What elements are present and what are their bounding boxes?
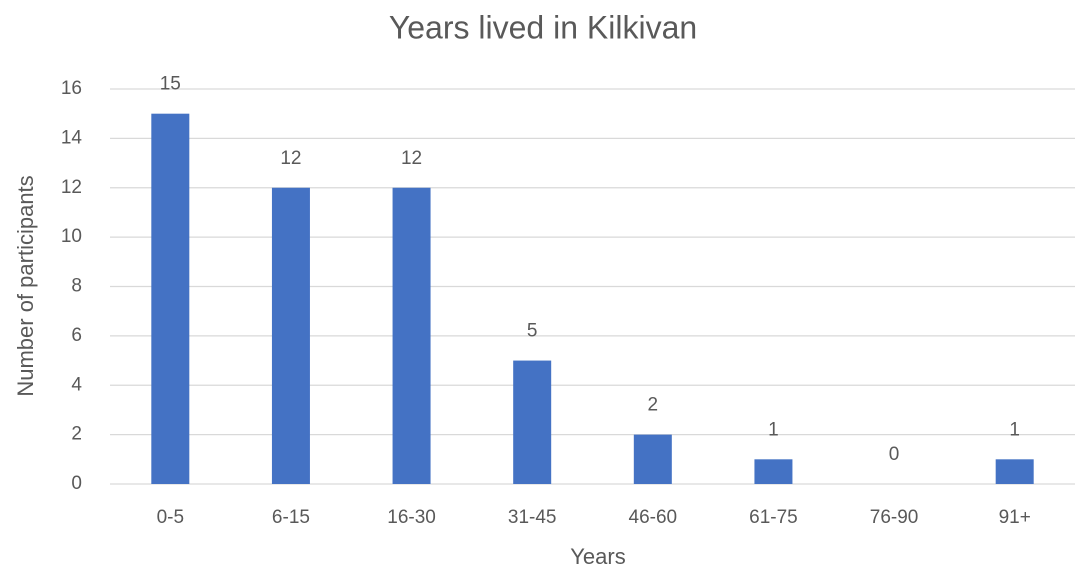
data-label: 1 — [768, 419, 779, 440]
data-label: 12 — [401, 148, 422, 169]
y-tick-label: 12 — [61, 177, 82, 198]
x-tick-label: 0-5 — [157, 507, 184, 528]
y-tick-label: 2 — [71, 424, 82, 445]
bar — [151, 113, 190, 484]
x-axis-label: Years — [570, 544, 625, 569]
y-tick-label: 6 — [71, 325, 82, 346]
y-tick-label: 4 — [71, 374, 82, 395]
data-label: 1 — [1009, 419, 1020, 440]
data-label: 12 — [280, 148, 301, 169]
y-tick-label: 8 — [71, 276, 82, 297]
y-axis-label: Number of participants — [13, 175, 38, 396]
data-label: 15 — [160, 74, 181, 95]
bar — [633, 434, 672, 484]
bar — [392, 187, 431, 484]
x-tick-label: 6-15 — [272, 507, 310, 528]
bar — [271, 187, 310, 484]
data-label: 0 — [889, 444, 900, 465]
x-tick-label: 76-90 — [870, 507, 919, 528]
x-tick-label: 91+ — [999, 507, 1031, 528]
chart-title: Years lived in Kilkivan — [389, 9, 697, 45]
y-tick-label: 10 — [61, 226, 82, 247]
x-tick-label: 16-30 — [387, 507, 436, 528]
y-tick-label: 14 — [61, 127, 83, 148]
y-tick-label: 0 — [71, 473, 82, 494]
bar — [513, 360, 552, 484]
x-tick-label: 46-60 — [629, 507, 678, 528]
bar — [754, 459, 793, 484]
x-tick-label: 61-75 — [749, 507, 798, 528]
y-tick-label: 16 — [61, 78, 82, 99]
bar — [995, 459, 1034, 484]
x-tick-label: 31-45 — [508, 507, 557, 528]
data-label: 5 — [527, 321, 538, 342]
data-label: 2 — [648, 395, 659, 416]
